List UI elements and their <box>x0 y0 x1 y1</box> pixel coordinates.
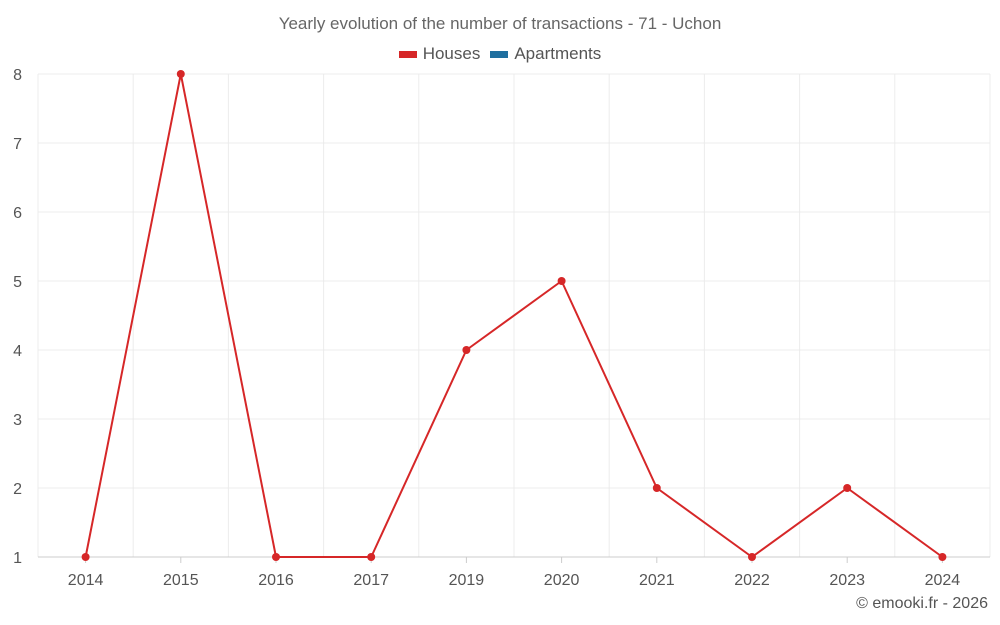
grid <box>37 73 991 557</box>
data-point-houses <box>367 553 376 561</box>
legend-swatch-houses <box>398 50 417 58</box>
data-point-houses <box>81 553 90 561</box>
data-point-houses <box>843 484 852 492</box>
y-tick-label: 7 <box>13 136 22 153</box>
data-point-houses <box>652 484 661 492</box>
y-tick-label: 4 <box>13 343 22 360</box>
x-tick-label: 2020 <box>544 572 580 589</box>
data-point-houses <box>557 277 566 285</box>
data-point-houses <box>176 70 185 78</box>
x-tick-label: 2019 <box>449 572 485 589</box>
legend: Houses Apartments <box>0 44 1000 64</box>
y-tick-label: 8 <box>13 67 22 84</box>
y-tick-label: 3 <box>13 412 22 429</box>
series-layer <box>81 70 947 561</box>
data-point-houses <box>748 553 756 561</box>
x-tick-label: 2022 <box>734 572 770 589</box>
x-tick-label: 2017 <box>353 572 389 589</box>
x-tick-label: 2024 <box>925 572 961 589</box>
legend-label-apartments: Apartments <box>514 44 602 63</box>
y-tick-label: 5 <box>13 274 22 291</box>
x-tick-label: 2023 <box>829 572 865 589</box>
axes: 1 2 3 4 5 6 7 8 2014 2015 2016 2017 2019 2020 2021 2022… <box>13 67 990 589</box>
legend-label-houses: Houses <box>422 44 481 63</box>
data-point-houses <box>462 346 471 354</box>
x-tick-label: 2016 <box>258 572 294 589</box>
x-tick-label: 2015 <box>163 572 199 589</box>
y-tick-label: 1 <box>13 550 22 567</box>
x-tick-label: 2021 <box>639 572 675 589</box>
legend-item-apartments[interactable]: Apartments <box>490 44 601 64</box>
x-tick-label: 2014 <box>68 572 104 589</box>
chart-title: Yearly evolution of the number of transa… <box>278 14 722 33</box>
y-tick-label: 6 <box>13 205 22 222</box>
data-point-houses <box>938 553 947 561</box>
series-line-houses <box>84 73 943 558</box>
legend-swatch-apartments <box>490 50 509 58</box>
data-point-houses <box>272 553 280 561</box>
y-tick-label: 2 <box>13 481 22 498</box>
credit-text: © emooki.fr - 2026 <box>856 595 988 612</box>
legend-item-houses[interactable]: Houses <box>398 44 481 64</box>
